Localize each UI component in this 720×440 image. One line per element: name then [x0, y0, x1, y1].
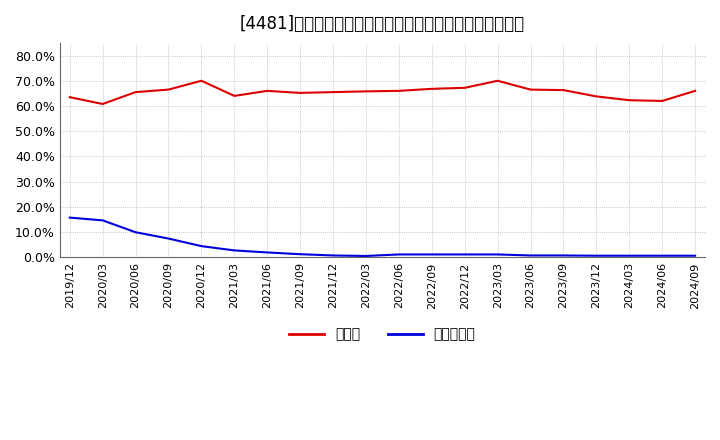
Legend: 現頲金, 有利子負債: 現頲金, 有利子負債	[284, 322, 481, 347]
Title: [4481]　現頲金、有利子負債の総資産に対する比率の推移: [4481] 現頲金、有利子負債の総資産に対する比率の推移	[240, 15, 525, 33]
